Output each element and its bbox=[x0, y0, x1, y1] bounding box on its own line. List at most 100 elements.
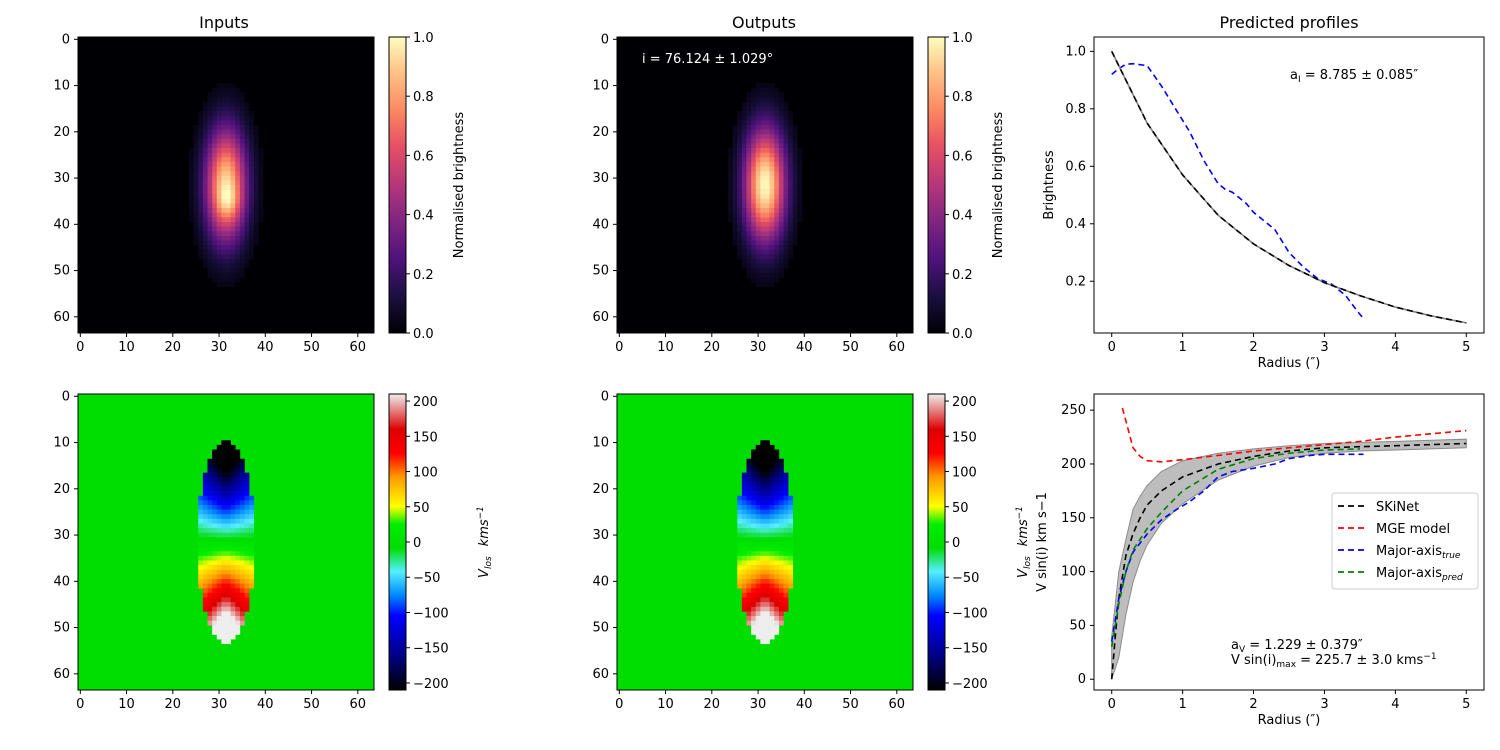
pixel bbox=[239, 166, 245, 172]
pixel bbox=[226, 115, 231, 121]
pixel bbox=[193, 180, 199, 186]
pixel bbox=[741, 157, 747, 163]
pixel bbox=[741, 551, 747, 557]
pixel bbox=[226, 175, 231, 181]
pixel bbox=[778, 124, 784, 130]
pixel bbox=[253, 240, 259, 246]
pixel bbox=[737, 189, 743, 195]
pixel bbox=[788, 235, 794, 241]
pixel bbox=[239, 171, 245, 177]
legend-name: Major-axis bbox=[1376, 544, 1442, 559]
pixel bbox=[760, 477, 766, 483]
pixel bbox=[216, 148, 222, 153]
pixel bbox=[212, 148, 218, 153]
pixel bbox=[765, 282, 770, 288]
pixel bbox=[783, 217, 789, 223]
pixel bbox=[221, 616, 227, 621]
pixel bbox=[788, 569, 794, 575]
pixel bbox=[202, 592, 208, 598]
pixel bbox=[769, 277, 775, 283]
pixel bbox=[202, 180, 208, 186]
pixel bbox=[755, 240, 761, 246]
pixel bbox=[207, 92, 213, 98]
pixel bbox=[239, 574, 245, 580]
pixel bbox=[783, 477, 789, 483]
pixel bbox=[230, 625, 236, 631]
pixel bbox=[774, 625, 780, 631]
pixel bbox=[249, 148, 255, 153]
pixel bbox=[202, 597, 208, 603]
colorbar-label-sub: los bbox=[1023, 556, 1033, 569]
pixel bbox=[746, 166, 752, 172]
pixel bbox=[230, 542, 236, 547]
pixel bbox=[235, 194, 241, 200]
pixel bbox=[765, 509, 770, 515]
pixel bbox=[751, 138, 757, 144]
pixel bbox=[253, 138, 259, 144]
pixel bbox=[207, 166, 213, 172]
pixel bbox=[778, 616, 784, 621]
pixel bbox=[755, 189, 761, 195]
colorbar-tick-label: 150 bbox=[952, 430, 977, 445]
pixel bbox=[765, 634, 770, 640]
pixel bbox=[221, 83, 227, 89]
pixel bbox=[751, 272, 757, 278]
colorbar-label-units: kms bbox=[1016, 519, 1031, 546]
pixel bbox=[778, 189, 784, 195]
pixel bbox=[244, 542, 250, 547]
pixel bbox=[207, 217, 213, 223]
pixel bbox=[207, 565, 213, 571]
pixel bbox=[741, 514, 747, 520]
pixel bbox=[769, 486, 775, 492]
pixel bbox=[751, 97, 757, 103]
pixel bbox=[235, 616, 241, 621]
pixel bbox=[230, 263, 236, 269]
pixel bbox=[774, 583, 780, 589]
x-axis-label: Radius (″) bbox=[1258, 713, 1321, 728]
pixel bbox=[755, 569, 761, 575]
pixel bbox=[221, 189, 227, 195]
pixel bbox=[774, 268, 780, 274]
pixel bbox=[741, 532, 747, 538]
colorbar-tick-label: 50 bbox=[952, 501, 969, 516]
pixel bbox=[746, 152, 752, 158]
pixel bbox=[751, 616, 757, 621]
pixel bbox=[769, 500, 775, 506]
pixel bbox=[741, 537, 747, 543]
pixel bbox=[207, 472, 213, 478]
pixel bbox=[778, 468, 784, 473]
pixel bbox=[249, 166, 255, 172]
pixel bbox=[207, 602, 213, 608]
pixel bbox=[226, 277, 231, 283]
pixel bbox=[198, 551, 204, 557]
pixel bbox=[258, 189, 264, 195]
pixel bbox=[235, 120, 241, 126]
pixel bbox=[751, 263, 757, 269]
pixel bbox=[732, 134, 738, 140]
pixel bbox=[258, 166, 264, 172]
pixel bbox=[239, 477, 245, 483]
pixel bbox=[737, 245, 743, 251]
pixel bbox=[244, 560, 250, 566]
pixel bbox=[216, 574, 222, 580]
pixel bbox=[774, 235, 780, 241]
pixel bbox=[235, 629, 241, 635]
pixel bbox=[751, 148, 757, 153]
pixel bbox=[239, 542, 245, 547]
pixel bbox=[760, 616, 766, 621]
pixel bbox=[212, 528, 218, 534]
pixel bbox=[755, 129, 761, 135]
pixel bbox=[212, 454, 218, 460]
pixel bbox=[765, 565, 770, 571]
pixel bbox=[216, 606, 222, 612]
pixel bbox=[797, 175, 803, 181]
pixel bbox=[216, 551, 222, 557]
pixel bbox=[755, 597, 761, 603]
pixel bbox=[737, 148, 743, 153]
pixel bbox=[765, 134, 770, 140]
pixel bbox=[198, 166, 204, 172]
pixel bbox=[226, 203, 231, 209]
x-tick-label: 4 bbox=[1391, 340, 1399, 355]
pixel bbox=[244, 583, 250, 589]
pixel bbox=[746, 611, 752, 617]
